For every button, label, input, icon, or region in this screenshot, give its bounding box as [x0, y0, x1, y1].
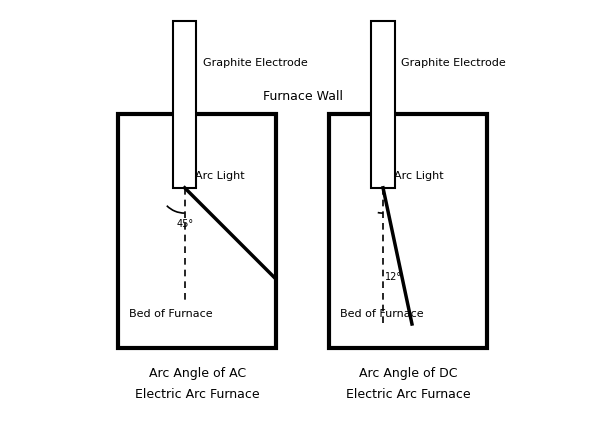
Text: Graphite Electrode: Graphite Electrode: [203, 58, 307, 68]
Text: Arc Light: Arc Light: [195, 171, 245, 181]
Bar: [371, 21, 395, 188]
Text: Graphite Electrode: Graphite Electrode: [401, 58, 506, 68]
Text: Electric Arc Furnace: Electric Arc Furnace: [346, 388, 471, 401]
Text: Electric Arc Furnace: Electric Arc Furnace: [135, 388, 259, 401]
Text: Arc Angle of AC: Arc Angle of AC: [149, 367, 246, 380]
Text: Bed of Furnace: Bed of Furnace: [340, 308, 424, 319]
Text: Furnace Wall: Furnace Wall: [263, 90, 343, 103]
Bar: [173, 21, 196, 188]
Text: 12°: 12°: [385, 272, 402, 282]
Text: 45°: 45°: [176, 219, 193, 230]
Text: Arc Angle of DC: Arc Angle of DC: [359, 367, 458, 380]
Text: Arc Light: Arc Light: [394, 171, 443, 181]
Text: Bed of Furnace: Bed of Furnace: [129, 308, 212, 319]
Bar: [118, 114, 277, 348]
Bar: [329, 114, 488, 348]
